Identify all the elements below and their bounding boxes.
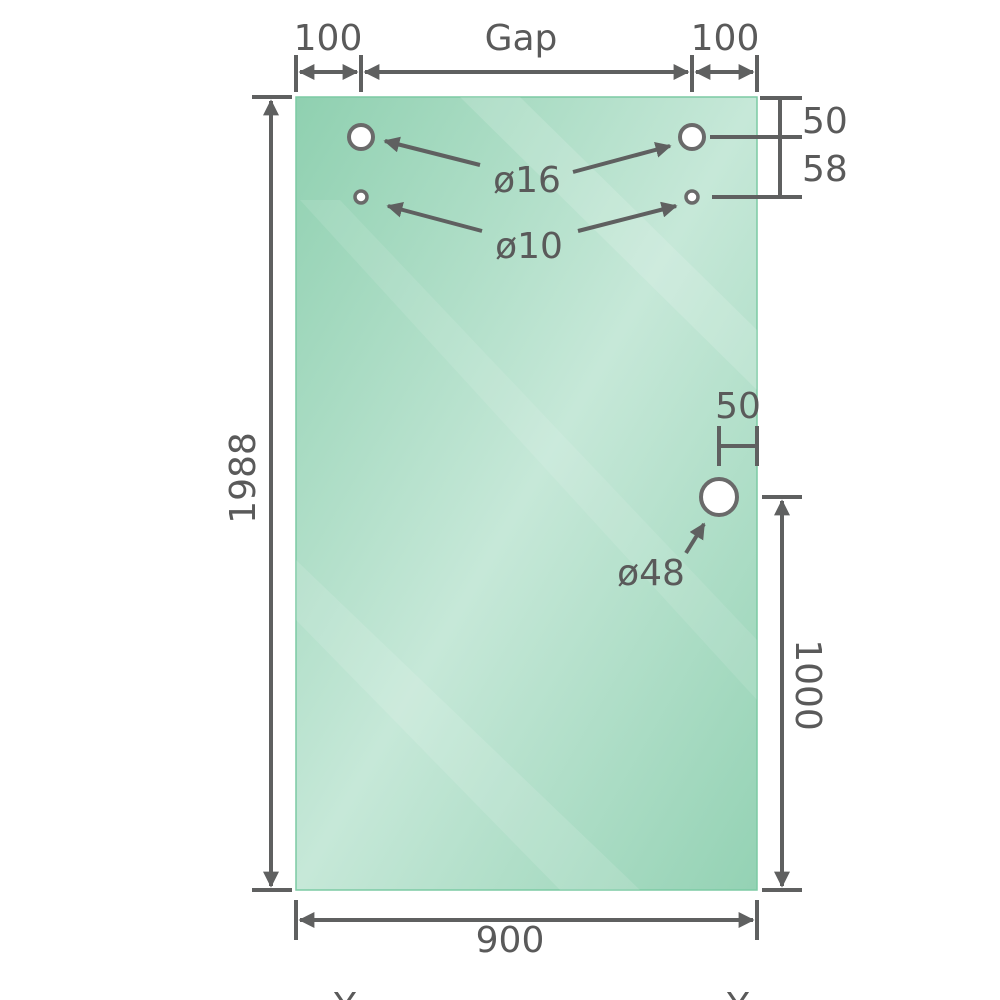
top-hole-offset-label: 50 [802, 101, 848, 142]
leader-arrow [684, 522, 706, 555]
leader-arrow [577, 201, 678, 233]
leader-arrow [383, 136, 481, 167]
height-label: 1988 [223, 432, 264, 524]
leader-arrow [386, 201, 483, 233]
lower-right-hole [684, 189, 700, 205]
lower-left-hole [353, 189, 369, 205]
leader-arrow [572, 142, 672, 174]
footer-right-label: Y [726, 986, 750, 1000]
right-offset-label: 100 [691, 18, 760, 59]
gap-label: Gap [485, 18, 558, 59]
lower-holes-diameter-label: ø10 [495, 226, 563, 267]
handle-height-label: 1000 [787, 639, 828, 731]
upper-right-hole [678, 123, 706, 151]
left-offset-label: 100 [294, 18, 363, 59]
upper-holes-diameter-label: ø16 [493, 160, 561, 201]
upper-left-hole [347, 123, 375, 151]
width-label: 900 [476, 920, 545, 961]
glass-panel [295, 96, 758, 891]
hole-spacing-label: 58 [802, 149, 848, 190]
handle-diameter-label: ø48 [617, 553, 685, 594]
footer-left-label: Y [333, 986, 357, 1000]
handle-offset-label: 50 [715, 386, 761, 427]
handle-hole [699, 477, 739, 517]
